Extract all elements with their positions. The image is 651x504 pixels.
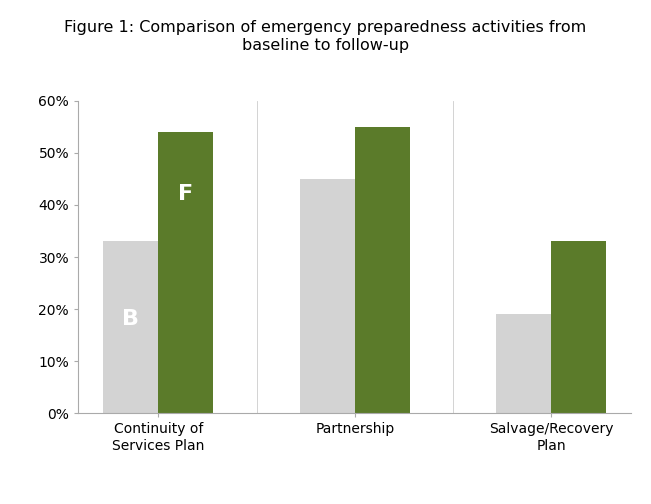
Bar [551,241,606,413]
Text: F: F [178,184,193,204]
Text: B: B [122,309,139,329]
Bar [355,127,410,413]
Bar [104,241,158,413]
Bar [496,314,551,413]
Text: Figure 1: Comparison of emergency preparedness activities from
baseline to follo: Figure 1: Comparison of emergency prepar… [64,20,587,52]
Bar [158,132,214,413]
Bar [299,179,355,413]
